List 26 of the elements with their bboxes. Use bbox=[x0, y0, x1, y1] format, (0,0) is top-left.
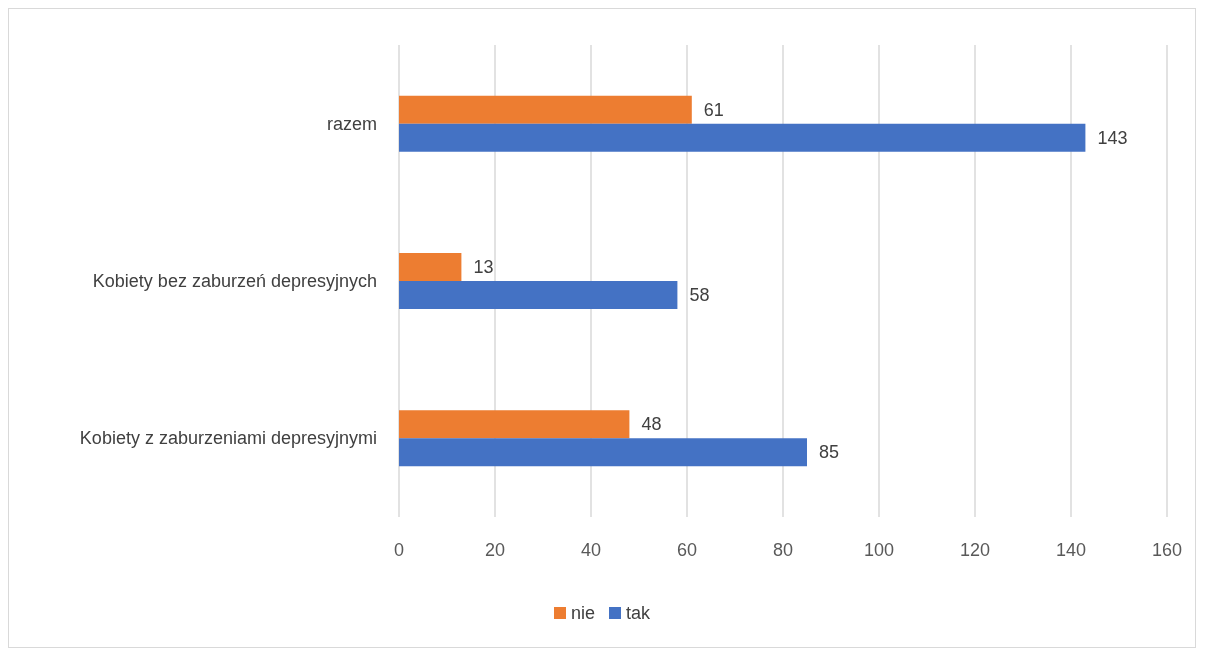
x-tick-label: 60 bbox=[676, 540, 698, 560]
x-tick-label: 20 bbox=[484, 540, 506, 560]
data-label: 48 bbox=[641, 414, 662, 435]
bar bbox=[399, 95, 692, 124]
bar bbox=[399, 253, 462, 281]
data-label: 58 bbox=[689, 285, 710, 305]
data-label: 143 bbox=[1097, 127, 1128, 148]
bar bbox=[399, 410, 630, 439]
data-label: 61 bbox=[703, 99, 724, 120]
data-label: 85 bbox=[819, 442, 840, 463]
legend-label: nie bbox=[570, 603, 596, 623]
x-tick-label: 140 bbox=[1055, 540, 1087, 560]
bar bbox=[399, 281, 678, 309]
y-tick-label: razem bbox=[326, 113, 377, 134]
data-label: 13 bbox=[473, 257, 494, 277]
x-tick-label: 80 bbox=[772, 540, 794, 560]
bar bbox=[399, 438, 807, 467]
y-tick-label: Kobiety bez zaburzeń depresyjnych bbox=[92, 271, 377, 291]
y-tick-label: Kobiety z zaburzeniami depresyjnymi bbox=[79, 428, 377, 449]
bar bbox=[399, 123, 1086, 152]
x-tick-label: 100 bbox=[863, 540, 895, 560]
x-tick-label: 40 bbox=[580, 540, 602, 560]
x-tick-label: 160 bbox=[1151, 540, 1183, 560]
x-tick-label: 120 bbox=[959, 540, 991, 560]
legend-label: tak bbox=[626, 603, 652, 623]
x-tick-label: 0 bbox=[393, 540, 405, 560]
